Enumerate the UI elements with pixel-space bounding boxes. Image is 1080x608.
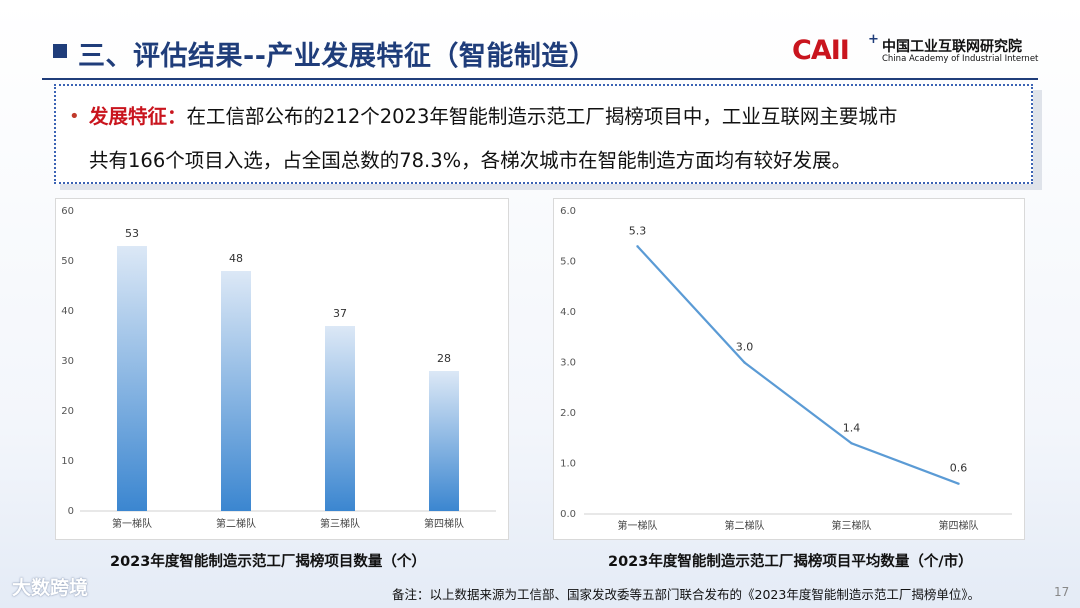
- x-tick-label: 第一梯队: [618, 519, 658, 532]
- logo-mark: CAII: [792, 35, 850, 66]
- y-tick-label: 40: [61, 306, 74, 317]
- callout-line-2: 共有166个项目入选，占全国总数的78.3%，各梯次城市在智能制造方面均有较好发…: [89, 149, 852, 172]
- data-point: [850, 442, 853, 445]
- title-square-icon: [53, 44, 67, 58]
- bar-chart: 0 10 20 30 40 50 60 53 第一梯队 48 第二梯队 37 第三梯队 28 第四梯队: [61, 206, 496, 530]
- bullet-icon: •: [69, 106, 80, 127]
- y-tick-label: 0: [68, 506, 74, 517]
- x-tick-label: 第三梯队: [832, 519, 872, 532]
- y-tick-label: 60: [61, 206, 74, 217]
- bar: [325, 326, 355, 511]
- y-tick-label: 20: [61, 406, 74, 417]
- callout-box: • 发展特征：在工信部公布的212个2023年智能制造示范工厂揭榜项目中，工业互…: [54, 84, 1033, 184]
- bar-data-label: 53: [125, 227, 139, 240]
- logo-chinese-name: 中国工业互联网研究院: [882, 39, 1022, 55]
- point-data-label: 5.3: [629, 224, 647, 237]
- bar: [221, 271, 251, 511]
- callout-line-1-text: 在工信部公布的212个2023年智能制造示范工厂揭榜项目中，工业互联网主要城市: [186, 105, 898, 128]
- x-tick-label: 第二梯队: [216, 517, 256, 530]
- x-tick-label: 第三梯队: [320, 517, 360, 530]
- callout-line-1: 发展特征：在工信部公布的212个2023年智能制造示范工厂揭榜项目中，工业互联网…: [89, 100, 897, 129]
- bar: [429, 371, 459, 511]
- data-point: [743, 361, 746, 364]
- x-tick-label: 第四梯队: [424, 517, 464, 530]
- point-data-label: 3.0: [736, 341, 754, 354]
- y-tick-label: 4.0: [560, 307, 576, 318]
- y-tick-label: 6.0: [560, 206, 576, 217]
- caii-logo: CAII + 中国工业互联网研究院 China Academy of Indus…: [792, 32, 1042, 68]
- y-tick-label: 5.0: [560, 257, 576, 268]
- title-row: 三、评估结果--产业发展特征（智能制造）: [0, 28, 1080, 80]
- logo-english-name: China Academy of Industrial Internet: [882, 54, 1039, 64]
- bar-chart-title: 2023年度智能制造示范工厂揭榜项目数量（个）: [110, 554, 426, 570]
- footnote: 备注：以上数据来源为工信部、国家发改委等五部门联合发布的《2023年度智能制造示…: [392, 587, 981, 602]
- bar-chart-panel: 0 10 20 30 40 50 60 53 第一梯队 48 第二梯队 37 第三梯队 28 第四梯队: [55, 198, 509, 540]
- callout-highlight: 发展特征：: [89, 105, 187, 128]
- bar-data-label: 28: [437, 352, 451, 365]
- line-chart-title: 2023年度智能制造示范工厂揭榜项目平均数量（个/市）: [608, 554, 973, 570]
- y-tick-label: 30: [61, 356, 74, 367]
- x-tick-label: 第一梯队: [112, 517, 152, 530]
- series-line: [636, 245, 959, 485]
- point-data-label: 1.4: [843, 421, 861, 434]
- logo-plus-icon: +: [868, 32, 879, 47]
- y-tick-label: 3.0: [560, 358, 576, 369]
- bar-data-label: 37: [333, 307, 347, 320]
- y-tick-label: 1.0: [560, 459, 576, 470]
- line-chart-panel: 0.0 1.0 2.0 3.0 4.0 5.0 6.0 5.3 第一梯队 3.0 第二梯队 1.4 第三…: [553, 198, 1025, 540]
- title-divider: [42, 78, 1038, 80]
- page-number: 17: [1054, 585, 1070, 599]
- y-tick-label: 10: [61, 456, 74, 467]
- point-data-label: 0.6: [950, 462, 968, 475]
- data-point: [636, 245, 639, 248]
- y-tick-label: 2.0: [560, 408, 576, 419]
- line-chart: 0.0 1.0 2.0 3.0 4.0 5.0 6.0 5.3 第一梯队 3.0 第二梯队 1.4 第三…: [560, 206, 1012, 532]
- x-tick-label: 第四梯队: [939, 519, 979, 532]
- bar-data-label: 48: [229, 252, 243, 265]
- x-tick-label: 第二梯队: [725, 519, 765, 532]
- watermark: 大数跨境: [12, 577, 89, 599]
- page-title: 三、评估结果--产业发展特征（智能制造）: [78, 41, 597, 72]
- y-tick-label: 0.0: [560, 509, 576, 520]
- data-point: [957, 482, 960, 485]
- bar: [117, 246, 147, 511]
- y-tick-label: 50: [61, 256, 74, 267]
